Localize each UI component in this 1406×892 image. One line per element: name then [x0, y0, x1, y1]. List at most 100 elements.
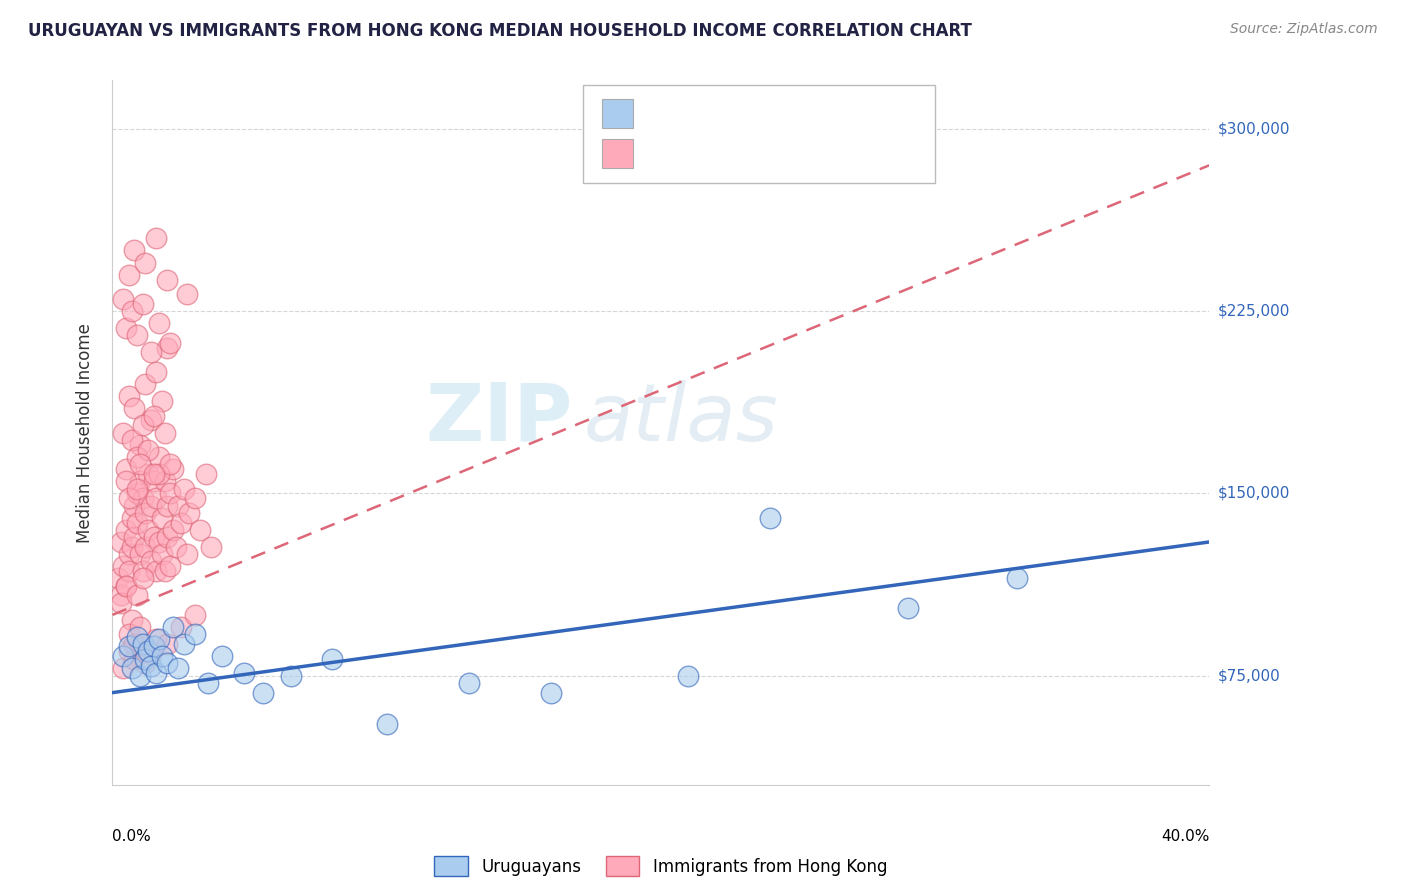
Point: [142, 530, 165, 544]
Point: [170, 620, 193, 634]
Point: [145, 666, 167, 681]
Point: [148, 450, 170, 464]
Point: [110, 596, 132, 610]
Point: [112, 649, 135, 664]
Point: [170, 516, 193, 530]
Point: [110, 535, 132, 549]
Point: [162, 462, 184, 476]
Point: [129, 637, 152, 651]
Point: [134, 506, 156, 520]
Point: [150, 510, 173, 524]
Point: [118, 644, 141, 658]
Point: [124, 651, 146, 665]
Point: [145, 564, 167, 578]
Point: [1007, 571, 1029, 585]
Point: [134, 377, 156, 392]
Point: [129, 457, 152, 471]
Point: [134, 651, 156, 665]
Point: [148, 535, 170, 549]
Point: [211, 649, 233, 664]
Point: [148, 632, 170, 647]
Text: ZIP: ZIP: [426, 379, 574, 458]
Text: 40.0%: 40.0%: [1161, 829, 1209, 844]
Point: [139, 413, 162, 427]
Point: [167, 661, 190, 675]
Point: [139, 554, 162, 568]
Text: $150,000: $150,000: [1218, 486, 1289, 501]
Point: [194, 467, 217, 481]
Point: [115, 474, 138, 488]
Point: [458, 676, 481, 690]
Point: [112, 292, 135, 306]
Point: [159, 559, 181, 574]
Y-axis label: Median Household Income: Median Household Income: [76, 323, 94, 542]
Point: [124, 530, 146, 544]
Point: [150, 547, 173, 561]
Point: [156, 272, 179, 286]
Point: [162, 620, 184, 634]
Point: [134, 644, 156, 658]
Point: [134, 540, 156, 554]
Point: [118, 627, 141, 641]
Point: [121, 661, 143, 675]
Text: atlas: atlas: [583, 379, 779, 458]
Point: [197, 676, 219, 690]
Point: [131, 297, 153, 311]
Point: [159, 457, 181, 471]
Point: [280, 668, 302, 682]
Point: [759, 510, 782, 524]
Point: [112, 661, 135, 675]
Point: [153, 564, 176, 578]
Point: [150, 649, 173, 664]
Point: [112, 425, 135, 440]
Point: [118, 389, 141, 403]
Text: R = 0.146   N = 109: R = 0.146 N = 109: [641, 139, 808, 157]
Point: [136, 442, 159, 457]
Point: [321, 651, 343, 665]
Point: [179, 506, 201, 520]
Point: [131, 571, 153, 585]
Point: [129, 547, 152, 561]
Point: [115, 579, 138, 593]
Point: [139, 499, 162, 513]
Point: [118, 268, 141, 282]
Point: [375, 717, 398, 731]
Point: [176, 287, 198, 301]
Point: [124, 401, 146, 416]
Point: [153, 425, 176, 440]
Point: [127, 486, 149, 500]
Point: [112, 559, 135, 574]
Text: URUGUAYAN VS IMMIGRANTS FROM HONG KONG MEDIAN HOUSEHOLD INCOME CORRELATION CHART: URUGUAYAN VS IMMIGRANTS FROM HONG KONG M…: [28, 22, 972, 40]
Point: [142, 409, 165, 423]
Point: [129, 474, 152, 488]
Point: [118, 491, 141, 506]
Point: [156, 637, 179, 651]
Point: [142, 640, 165, 654]
Point: [131, 564, 153, 578]
Point: [139, 659, 162, 673]
Point: [200, 540, 222, 554]
Point: [118, 640, 141, 654]
Point: [156, 657, 179, 671]
Text: Source: ZipAtlas.com: Source: ZipAtlas.com: [1230, 22, 1378, 37]
Point: [121, 510, 143, 524]
Point: [121, 540, 143, 554]
Point: [173, 637, 195, 651]
Point: [142, 467, 165, 481]
Point: [124, 499, 146, 513]
Point: [156, 499, 179, 513]
Point: [136, 644, 159, 658]
Point: [145, 365, 167, 379]
Text: $225,000: $225,000: [1218, 303, 1289, 318]
Point: [145, 491, 167, 506]
Point: [121, 304, 143, 318]
Point: [129, 620, 152, 634]
Point: [136, 523, 159, 537]
Point: [139, 647, 162, 661]
Point: [897, 600, 920, 615]
Point: [233, 666, 256, 681]
Point: [136, 467, 159, 481]
Legend: Uruguayans, Immigrants from Hong Kong: Uruguayans, Immigrants from Hong Kong: [427, 850, 894, 882]
Point: [540, 685, 562, 699]
Text: $75,000: $75,000: [1218, 668, 1279, 683]
